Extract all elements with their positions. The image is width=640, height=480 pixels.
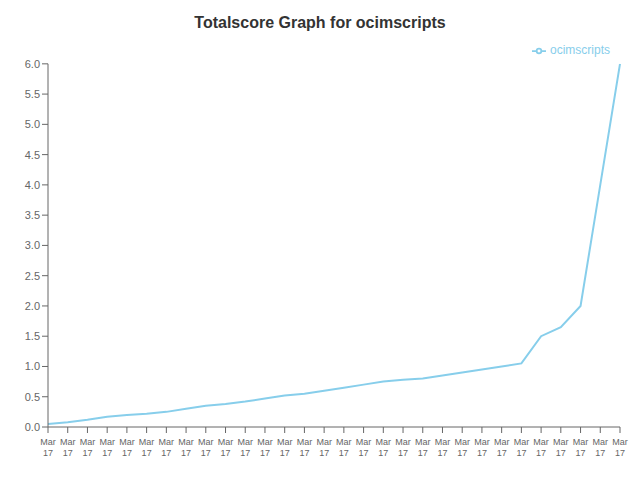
html-text:Totalscore Graph for ocimscrip: Totalscore Graph for ocimscripts <box>194 14 446 31</box>
svg-text:0.5: 0.5 <box>25 391 40 403</box>
svg-text:3.5: 3.5 <box>25 209 40 221</box>
svg-text:Mar17: Mar17 <box>336 437 352 458</box>
svg-text:Mar17: Mar17 <box>395 437 411 458</box>
svg-text:Mar17: Mar17 <box>80 437 96 458</box>
svg-text:Mar17: Mar17 <box>257 437 273 458</box>
svg-text:Mar17: Mar17 <box>435 437 451 458</box>
svg-text:Mar17: Mar17 <box>139 437 155 458</box>
svg-text:Mar17: Mar17 <box>40 437 56 458</box>
svg-text:Mar17: Mar17 <box>198 437 214 458</box>
svg-text:Mar17: Mar17 <box>573 437 589 458</box>
svg-text:Mar17: Mar17 <box>376 437 392 458</box>
svg-text:Mar17: Mar17 <box>454 437 470 458</box>
svg-text:6.0: 6.0 <box>25 58 40 70</box>
svg-text:Mar17: Mar17 <box>356 437 372 458</box>
svg-text:Mar17: Mar17 <box>553 437 569 458</box>
svg-text:5.5: 5.5 <box>25 88 40 100</box>
svg-text:2.5: 2.5 <box>25 270 40 282</box>
html-text:ocimscripts: ocimscripts <box>550 43 610 57</box>
svg-text:Mar17: Mar17 <box>277 437 293 458</box>
svg-text:Mar17: Mar17 <box>218 437 234 458</box>
svg-text:5.0: 5.0 <box>25 118 40 130</box>
svg-text:Mar17: Mar17 <box>533 437 549 458</box>
svg-text:Mar17: Mar17 <box>494 437 510 458</box>
svg-text:Mar17: Mar17 <box>316 437 332 458</box>
svg-text:Mar17: Mar17 <box>297 437 313 458</box>
svg-text:2.0: 2.0 <box>25 300 40 312</box>
svg-text:Mar17: Mar17 <box>612 437 628 458</box>
svg-text:4.0: 4.0 <box>25 179 40 191</box>
svg-text:1.0: 1.0 <box>25 360 40 372</box>
svg-text:3.0: 3.0 <box>25 239 40 251</box>
svg-text:Mar17: Mar17 <box>178 437 194 458</box>
svg-text:Mar17: Mar17 <box>237 437 253 458</box>
svg-text:Mar17: Mar17 <box>593 437 609 458</box>
svg-text:Mar17: Mar17 <box>415 437 431 458</box>
svg-text:0.0: 0.0 <box>25 421 40 433</box>
svg-text:Mar17: Mar17 <box>514 437 530 458</box>
svg-text:Mar17: Mar17 <box>159 437 175 458</box>
svg-text:Mar17: Mar17 <box>474 437 490 458</box>
svg-text:4.5: 4.5 <box>25 149 40 161</box>
svg-text:Mar17: Mar17 <box>60 437 76 458</box>
svg-text:Mar17: Mar17 <box>99 437 115 458</box>
svg-text:1.5: 1.5 <box>25 330 40 342</box>
svg-text:Mar17: Mar17 <box>119 437 135 458</box>
